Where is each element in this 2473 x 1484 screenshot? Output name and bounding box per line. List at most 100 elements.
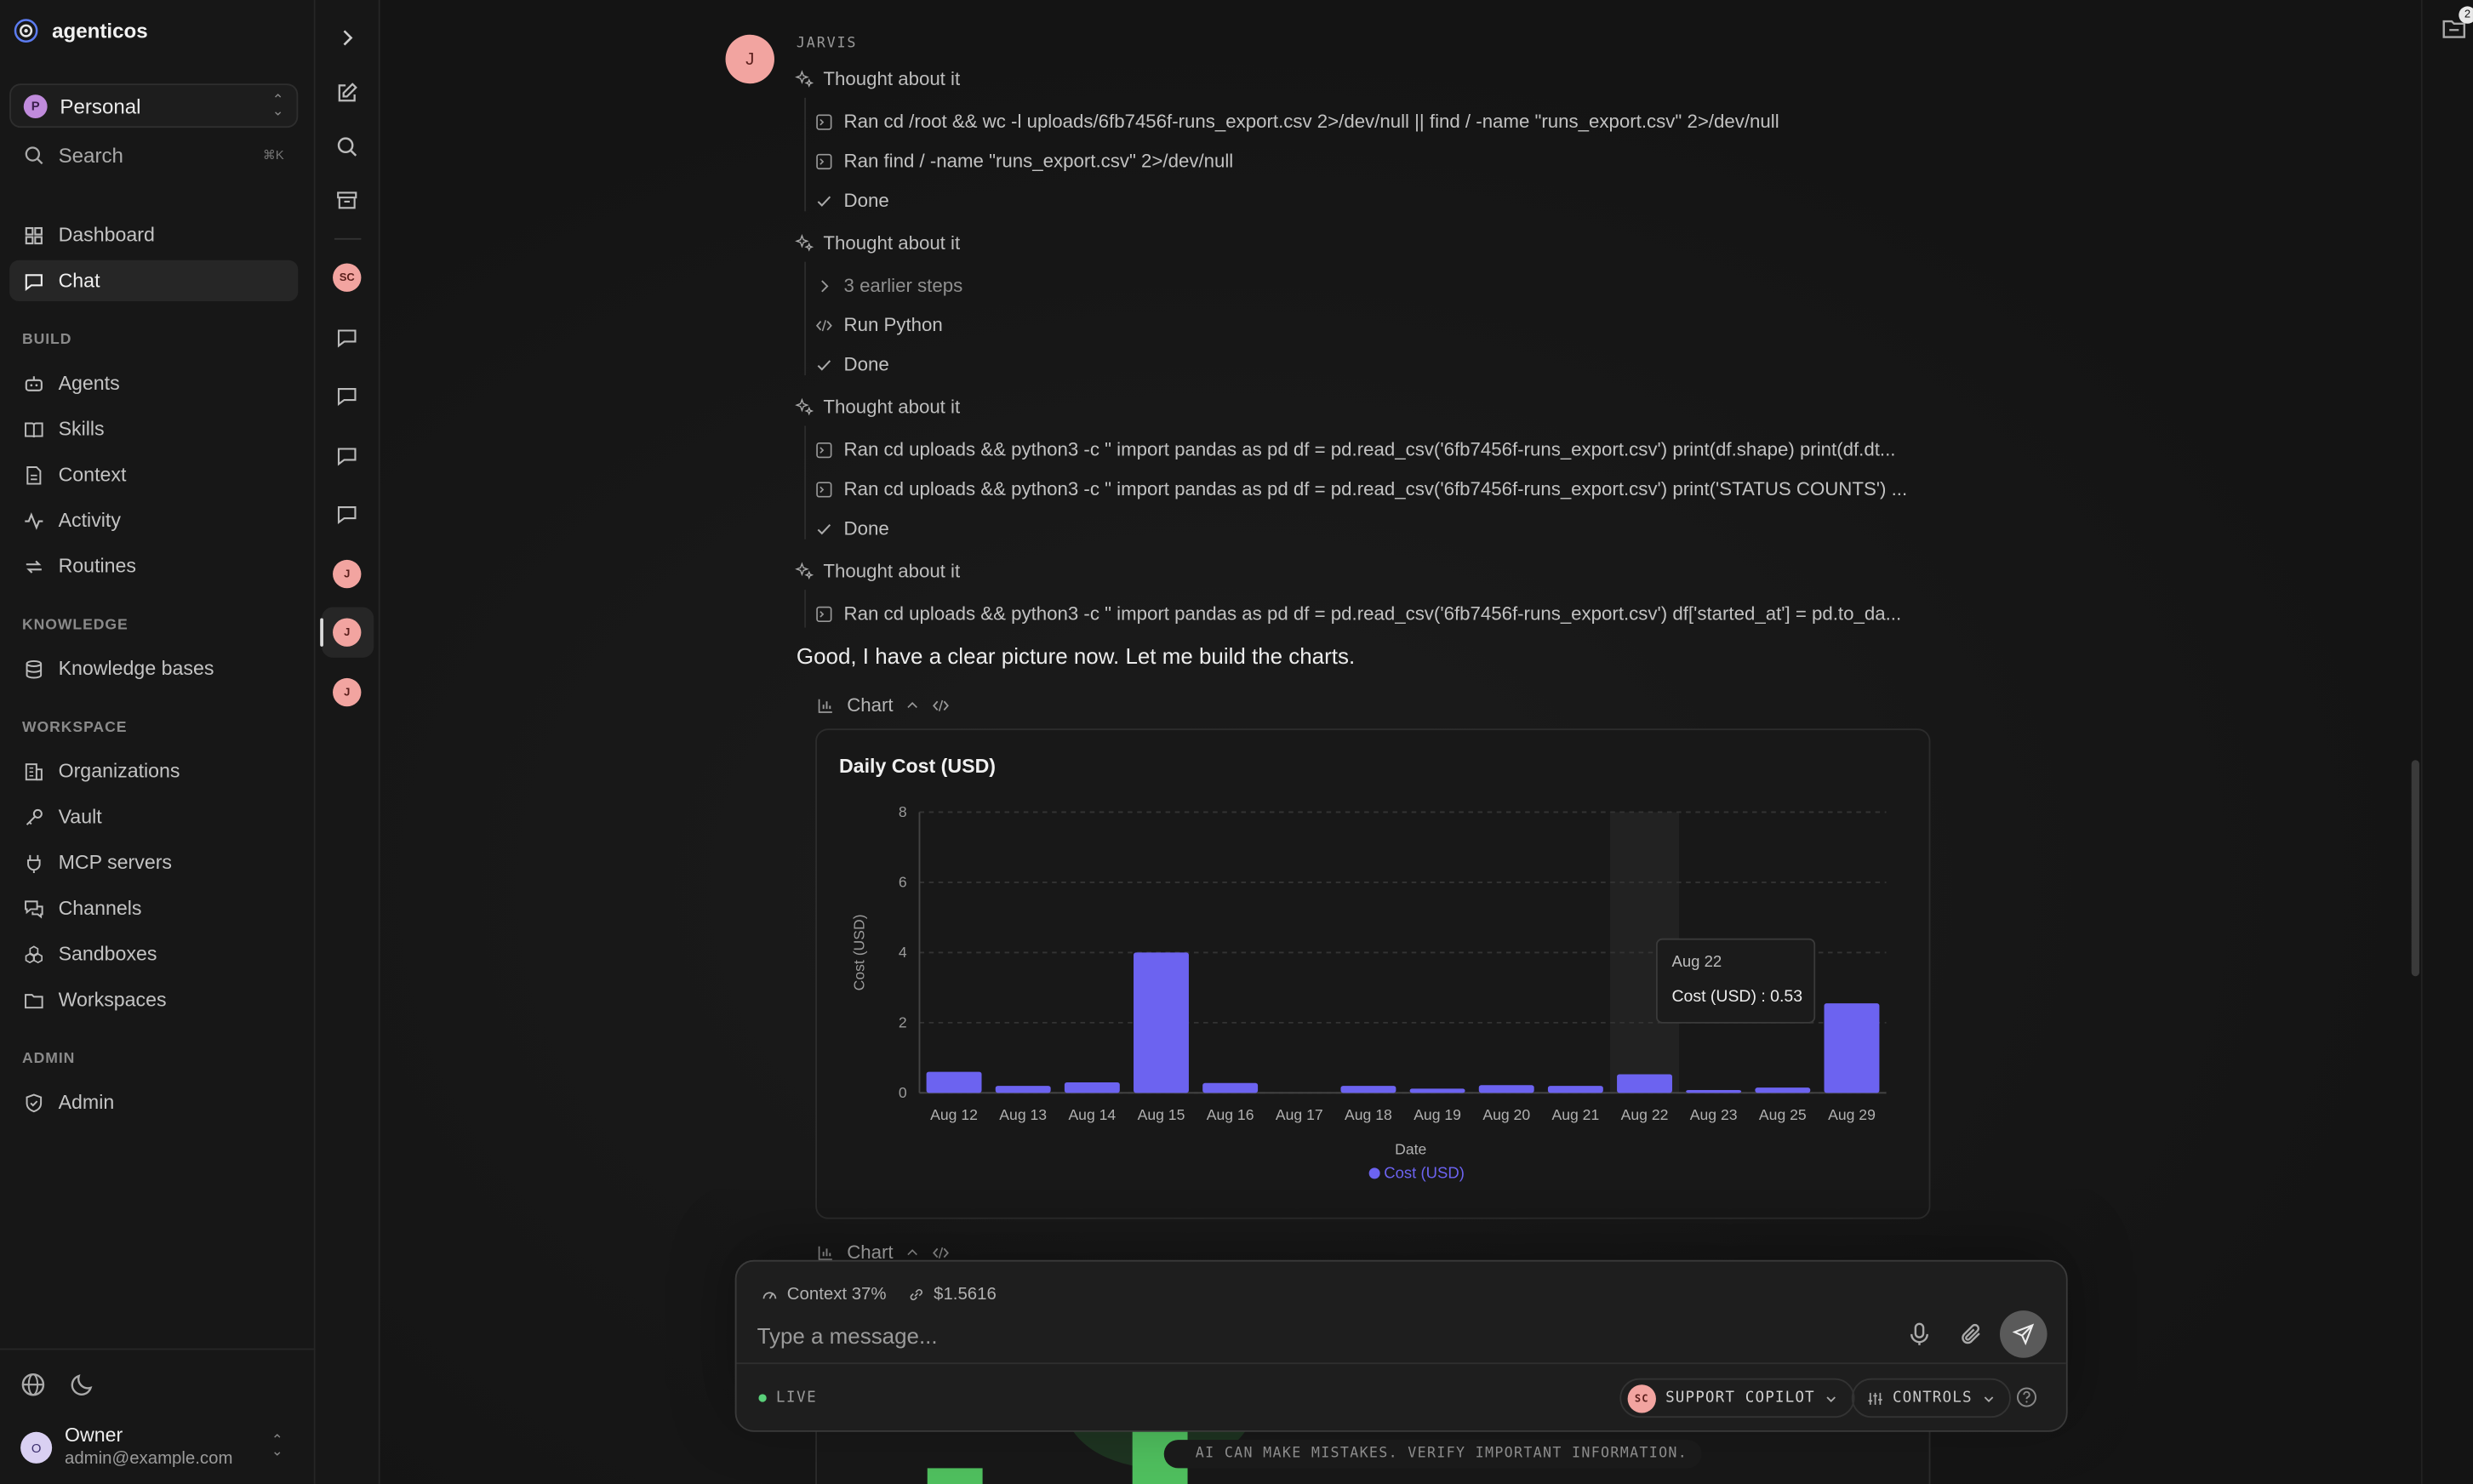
nav-context[interactable]: Context bbox=[9, 454, 298, 495]
nav-mcp-servers[interactable]: MCP servers bbox=[9, 842, 298, 883]
files-count-badge: 2 bbox=[2459, 6, 2473, 24]
controls-button[interactable]: CONTROLS bbox=[1851, 1378, 2011, 1418]
chat-icon bbox=[337, 506, 357, 525]
send-button[interactable] bbox=[1999, 1310, 2048, 1358]
chat-main: J JARVIS Thought about it Ran cd /root &… bbox=[380, 0, 2473, 1484]
folder-files-icon[interactable] bbox=[2442, 16, 2467, 42]
message-input[interactable] bbox=[757, 1318, 1861, 1354]
edit-icon bbox=[338, 83, 357, 102]
message-composer: Context 37% $1.5616 LIVE SC SUPPORT COPI… bbox=[734, 1259, 2068, 1432]
bar-aug-29[interactable] bbox=[1824, 1003, 1880, 1093]
nav-agents-label: Agents bbox=[58, 372, 120, 395]
conversation-j-avatar[interactable]: J bbox=[333, 677, 362, 707]
nav-chat[interactable]: Chat bbox=[9, 260, 299, 301]
tool-step-text: Ran cd uploads && python3 -c " import pa… bbox=[843, 602, 1902, 625]
archive-button[interactable] bbox=[333, 186, 361, 214]
conversation-j-avatar[interactable]: J bbox=[333, 559, 362, 589]
workspace-selector[interactable]: P Personal ⌃ ⌄ bbox=[9, 83, 299, 128]
thought-toggle[interactable]: Thought about it bbox=[795, 231, 960, 256]
x-tick-label: Aug 18 bbox=[1345, 1106, 1392, 1123]
nav-activity[interactable]: Activity bbox=[9, 499, 298, 540]
code-icon[interactable] bbox=[933, 696, 950, 713]
thought-toggle[interactable]: Thought about it bbox=[795, 66, 960, 92]
nav-dashboard[interactable]: Dashboard bbox=[9, 214, 298, 255]
bar-aug-22[interactable] bbox=[1617, 1074, 1672, 1093]
nav-agents[interactable]: Agents bbox=[9, 362, 298, 403]
nav-sandboxes[interactable]: Sandboxes bbox=[9, 933, 298, 974]
messages-icon bbox=[25, 899, 43, 918]
rail-search-button[interactable] bbox=[333, 133, 361, 161]
bar-aug-16[interactable] bbox=[1202, 1082, 1259, 1093]
new-chat-button[interactable] bbox=[333, 79, 361, 107]
conversation-item[interactable] bbox=[333, 381, 361, 409]
tool-step[interactable]: Ran find / -name "runs_export.csv" 2>/de… bbox=[815, 148, 1233, 174]
legend-swatch bbox=[1368, 1167, 1380, 1179]
tool-step[interactable]: Ran cd /root && wc -l uploads/6fb7456f-r… bbox=[815, 109, 1779, 134]
tool-step-text: Ran cd uploads && python3 -c " import pa… bbox=[843, 438, 1896, 461]
help-icon[interactable] bbox=[2016, 1386, 2038, 1408]
activity-icon bbox=[25, 511, 43, 529]
bar-aug-20[interactable] bbox=[1478, 1085, 1534, 1093]
search-button[interactable]: Search ⌘K bbox=[9, 137, 298, 172]
timeline-line bbox=[804, 97, 807, 212]
moon-icon[interactable] bbox=[70, 1372, 95, 1397]
bar-aug-13[interactable] bbox=[995, 1086, 1051, 1093]
bar-aug-19[interactable] bbox=[1409, 1088, 1465, 1093]
tool-step[interactable]: Ran cd uploads && python3 -c " import pa… bbox=[815, 477, 1907, 502]
account-menu-chevron-icon[interactable]: ⌃ ⌄ bbox=[271, 1431, 283, 1459]
conversation-item[interactable] bbox=[333, 323, 361, 351]
nav-knowledge-bases[interactable]: Knowledge bases bbox=[9, 648, 298, 689]
chevron-up-icon[interactable] bbox=[905, 1245, 920, 1259]
conversation-rail: SC J J J bbox=[315, 0, 380, 1484]
chart-header[interactable]: Chart bbox=[817, 1240, 950, 1265]
rail-divider bbox=[334, 237, 362, 240]
thought-toggle[interactable]: Thought about it bbox=[795, 558, 960, 584]
nav-routines[interactable]: Routines bbox=[9, 545, 298, 586]
conversation-item[interactable] bbox=[333, 499, 361, 528]
chart-header[interactable]: Chart bbox=[817, 693, 950, 718]
user-name: Owner bbox=[64, 1424, 123, 1447]
globe-icon[interactable] bbox=[20, 1372, 46, 1397]
bar-aug-12[interactable] bbox=[926, 1071, 982, 1093]
dashboard-icon bbox=[25, 226, 43, 244]
bar-aug-15[interactable] bbox=[1134, 952, 1189, 1093]
nav-skills[interactable]: Skills bbox=[9, 408, 298, 449]
nav-sandboxes-label: Sandboxes bbox=[58, 943, 157, 966]
bar-aug-21[interactable] bbox=[1547, 1086, 1603, 1093]
scrollbar-thumb[interactable] bbox=[2411, 760, 2419, 977]
chart-tooltip: Aug 22 Cost (USD) : 0.53 bbox=[1655, 938, 1816, 1024]
paperclip-icon[interactable] bbox=[1959, 1321, 1985, 1347]
nav-vault[interactable]: Vault bbox=[9, 796, 298, 837]
conversation-sc-avatar[interactable]: SC bbox=[333, 263, 362, 292]
bar-aug-18[interactable] bbox=[1340, 1086, 1396, 1093]
nav-admin[interactable]: Admin bbox=[9, 1082, 298, 1122]
bar-aug-23[interactable] bbox=[1686, 1090, 1742, 1093]
tool-step[interactable]: Run Python bbox=[815, 312, 943, 338]
chat-icon bbox=[337, 388, 357, 407]
expand-sidebar-button[interactable] bbox=[333, 24, 361, 52]
context-label: Context 37% bbox=[786, 1285, 887, 1304]
tool-step[interactable]: Ran cd uploads && python3 -c " import pa… bbox=[815, 601, 1901, 626]
code-icon[interactable] bbox=[933, 1243, 950, 1260]
nav-organizations[interactable]: Organizations bbox=[9, 751, 298, 791]
brand[interactable]: agenticos bbox=[13, 14, 148, 46]
agent-selector[interactable]: SC SUPPORT COPILOT bbox=[1619, 1378, 1855, 1418]
sliders-icon bbox=[1868, 1392, 1882, 1404]
tool-step[interactable]: Ran cd uploads && python3 -c " import pa… bbox=[815, 437, 1895, 462]
nav-channels[interactable]: Channels bbox=[9, 888, 298, 928]
thought-toggle[interactable]: Thought about it bbox=[795, 394, 960, 420]
user-avatar[interactable]: O bbox=[20, 1431, 53, 1464]
nav-workspaces[interactable]: Workspaces bbox=[9, 979, 298, 1020]
bar-aug-14[interactable] bbox=[1064, 1082, 1120, 1093]
x-tick-label: Aug 23 bbox=[1690, 1106, 1738, 1123]
x-tick-label: Aug 19 bbox=[1414, 1106, 1461, 1123]
bar-aug-25[interactable] bbox=[1755, 1087, 1811, 1093]
earlier-steps-toggle[interactable]: 3 earlier steps bbox=[815, 273, 962, 299]
sparkles-icon bbox=[795, 562, 814, 580]
gauge-icon bbox=[762, 1292, 777, 1299]
conversation-item[interactable] bbox=[333, 442, 361, 470]
chevron-up-icon[interactable] bbox=[905, 698, 920, 712]
chart-title: Daily Cost (USD) bbox=[838, 755, 997, 778]
microphone-icon[interactable] bbox=[1907, 1321, 1933, 1347]
conversation-j-avatar-active[interactable]: J bbox=[333, 618, 362, 647]
